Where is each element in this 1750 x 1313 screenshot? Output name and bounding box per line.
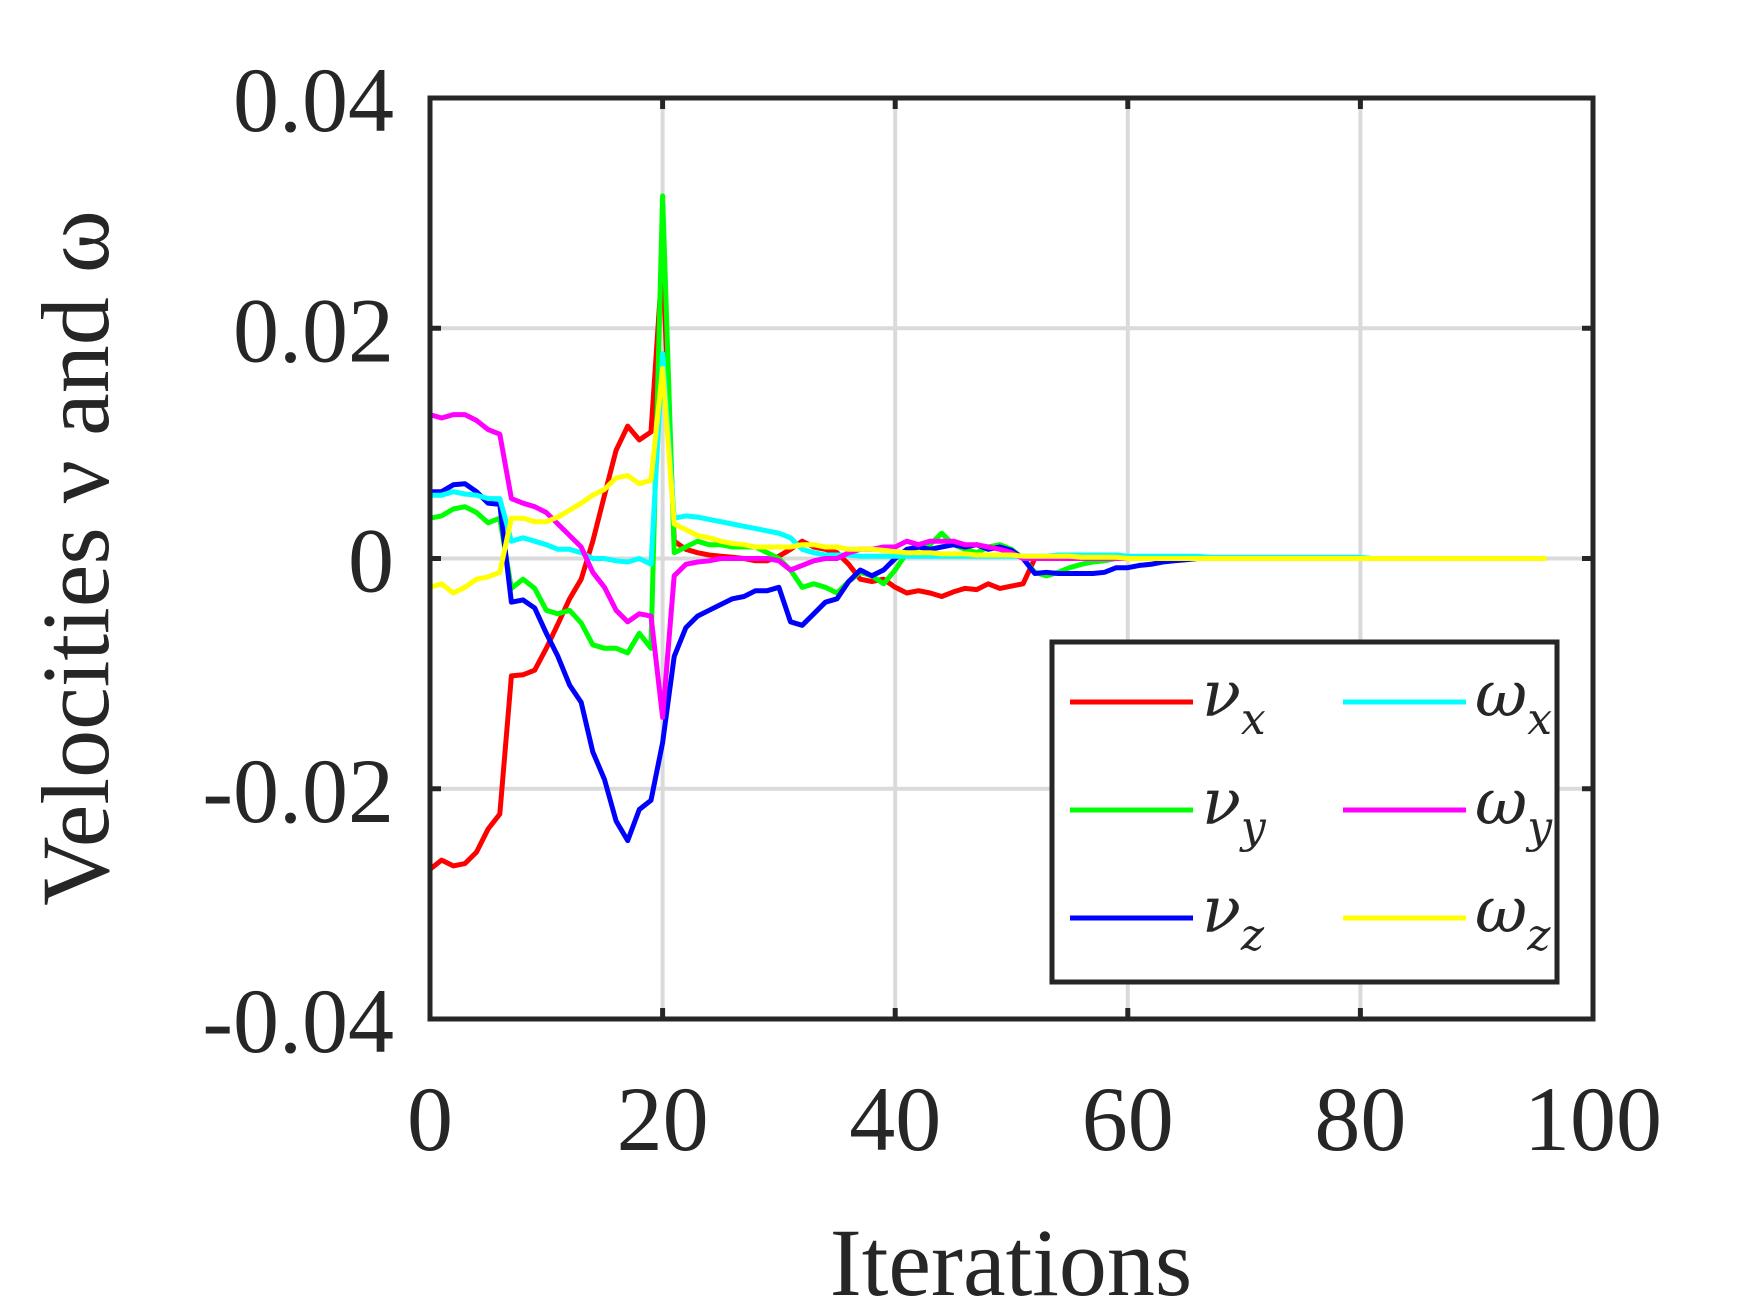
x-tick-label: 60 <box>1082 1068 1174 1170</box>
legend-subscript: y <box>1239 802 1267 853</box>
legend-label: ωz <box>1475 874 1551 961</box>
y-tick-labels: 0.04 0.02 0 -0.02 -0.04 <box>202 49 394 1072</box>
legend-subscript: x <box>1527 694 1552 745</box>
x-tick-labels: 0 20 40 60 80 100 <box>407 1068 1662 1170</box>
x-tick-label: 20 <box>617 1068 709 1170</box>
legend-subscript: y <box>1525 802 1553 853</box>
legend-symbol: ν <box>1202 658 1241 732</box>
y-tick-label: 0.02 <box>233 279 394 381</box>
legend-subscript: z <box>1526 910 1551 961</box>
legend-label: νy <box>1202 766 1267 853</box>
legend-symbol: ω <box>1475 874 1527 948</box>
y-tick-label: -0.02 <box>202 740 394 842</box>
y-tick-label: -0.04 <box>202 970 394 1072</box>
x-tick-label: 0 <box>407 1068 453 1170</box>
series-group <box>428 193 1547 872</box>
legend-subscript: x <box>1241 694 1266 745</box>
legend-label: νx <box>1202 658 1266 745</box>
x-tick-label: 80 <box>1314 1068 1406 1170</box>
ticks <box>427 95 1596 1022</box>
y-axis-title: Velocities ν and ω <box>22 210 129 906</box>
legend-symbol: ω <box>1475 658 1527 732</box>
legend-symbol: ν <box>1202 874 1241 948</box>
y-tick-label: 0.04 <box>233 49 394 151</box>
x-axis-title: Iterations <box>830 1209 1193 1313</box>
y-tick-label: 0 <box>348 510 394 612</box>
legend-label: ωx <box>1475 658 1552 745</box>
legend-label: ωy <box>1475 766 1553 853</box>
x-tick-label: 40 <box>849 1068 941 1170</box>
legend-symbol: ω <box>1475 766 1527 840</box>
series-line-ωz <box>429 366 1547 596</box>
legend-label: νz <box>1202 874 1265 961</box>
legend-subscript: z <box>1240 910 1265 961</box>
legend-symbol: ν <box>1202 766 1241 840</box>
x-tick-label: 100 <box>1524 1068 1662 1170</box>
